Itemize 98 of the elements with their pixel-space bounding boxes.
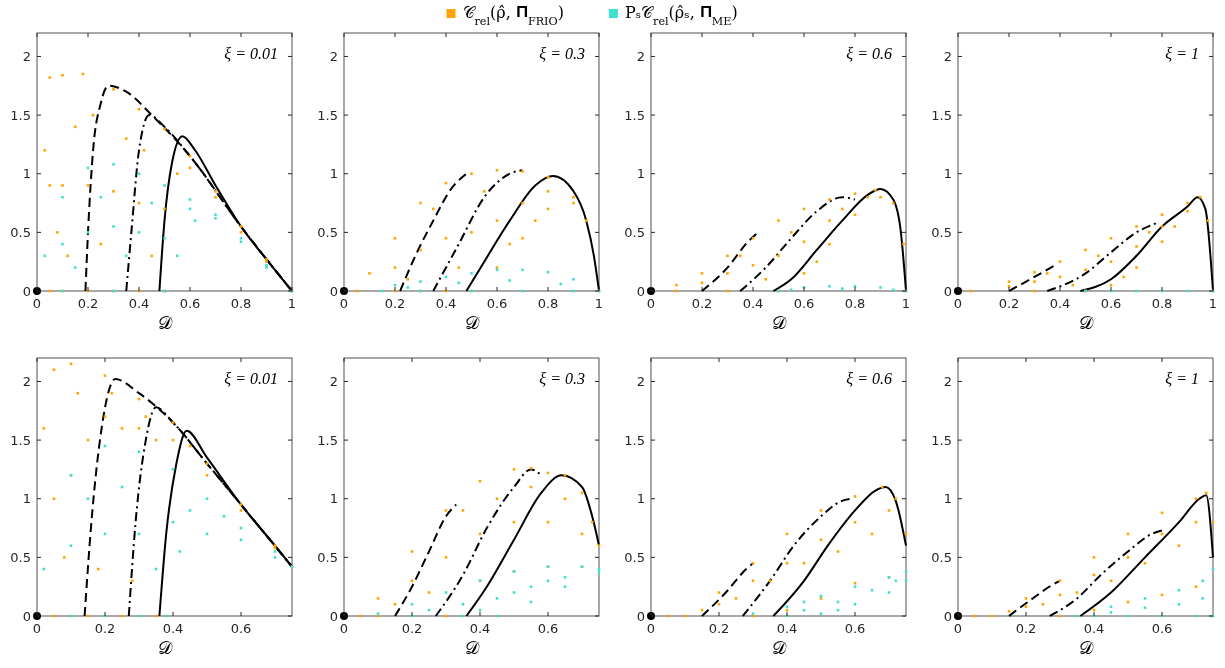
x-tick-label: 0 (32, 621, 42, 636)
x-tick-label: 0.4 (128, 296, 150, 311)
y-tick-label: 1 (943, 166, 952, 182)
x-axis-title: 𝒟 (771, 637, 787, 658)
y-tick-label: 0 (636, 608, 645, 624)
y-tick-label: 2 (329, 48, 338, 64)
annotation: ξ = 1 (1165, 370, 1199, 387)
y-tick-label: 0 (943, 608, 952, 624)
y-tick-label: 0.5 (931, 549, 952, 565)
x-axis-title: 𝒟 (464, 637, 480, 658)
y-tick-label: 2 (22, 48, 31, 64)
x-axis-title: 𝒟 (1078, 312, 1094, 333)
x-tick-label: 0 (339, 621, 349, 636)
x-tick-label: 1 (287, 296, 297, 311)
x-axis-title: 𝒟 (1078, 637, 1094, 658)
x-tick-label: 0.4 (435, 296, 457, 311)
y-tick-label: 1.5 (624, 432, 645, 448)
x-tick-label: 1 (901, 296, 911, 311)
y-tick-label: 0.5 (317, 224, 338, 240)
legend-label: Pₛ𝒞$_{rel}$(ρ̂ₛ, 𝚷$_{ME}$) (624, 3, 738, 28)
x-tick-label: 0.2 (384, 296, 406, 311)
y-tick-label: 2 (636, 48, 645, 64)
y-tick-label: 1 (636, 166, 645, 182)
annotation: ξ = 0.3 (539, 370, 585, 387)
x-tick-label: 0.2 (1015, 621, 1037, 636)
y-tick-label: 2 (943, 48, 952, 64)
x-tick-label: 0.6 (1151, 621, 1173, 636)
y-tick-label: 2 (329, 373, 338, 389)
x-tick-label: 0 (646, 621, 656, 636)
x-tick-label: 0.6 (793, 296, 815, 311)
y-tick-label: 1.5 (10, 107, 31, 123)
x-axis-title: 𝒟 (157, 637, 173, 658)
annotation: ξ = 0.6 (846, 45, 892, 62)
y-tick-label: 1.5 (931, 432, 952, 448)
x-tick-label: 0.2 (94, 621, 116, 636)
x-tick-label: 0 (32, 296, 42, 311)
y-tick-label: 1.5 (624, 107, 645, 123)
y-tick-label: 0.5 (317, 549, 338, 565)
annotation: ξ = 0.6 (846, 370, 892, 387)
y-tick-label: 1 (943, 491, 952, 507)
legend-label: 𝒞$_{rel}$(ρ̂, 𝚷$_{FRIO}$) (462, 3, 564, 28)
y-tick-label: 1.5 (931, 107, 952, 123)
y-tick-label: 0.5 (624, 224, 645, 240)
x-tick-label: 0.4 (162, 621, 184, 636)
y-tick-label: 2 (22, 373, 31, 389)
x-tick-label: 0 (339, 296, 349, 311)
x-tick-label: 0 (953, 296, 963, 311)
x-tick-label: 0 (646, 296, 656, 311)
y-tick-label: 1.5 (10, 432, 31, 448)
y-tick-label: 2 (943, 373, 952, 389)
y-tick-label: 1 (329, 491, 338, 507)
y-tick-label: 0.5 (10, 224, 31, 240)
y-tick-label: 1 (329, 166, 338, 182)
y-tick-label: 1 (636, 491, 645, 507)
x-axis-title: 𝒟 (771, 312, 787, 333)
x-axis-title: 𝒟 (157, 312, 173, 333)
y-tick-label: 1.5 (317, 432, 338, 448)
x-tick-label: 0.2 (691, 296, 713, 311)
x-tick-label: 0.6 (179, 296, 201, 311)
y-tick-label: 0.5 (10, 549, 31, 565)
x-tick-label: 0.4 (1083, 621, 1105, 636)
x-tick-label: 0.2 (998, 296, 1020, 311)
annotation: ξ = 0.01 (224, 370, 278, 387)
x-tick-label: 0.6 (486, 296, 508, 311)
x-tick-label: 0.6 (844, 621, 866, 636)
x-axis-title: 𝒟 (464, 312, 480, 333)
annotation: ξ = 0.01 (224, 45, 278, 62)
x-tick-label: 0.2 (401, 621, 423, 636)
x-tick-label: 0.2 (77, 296, 99, 311)
x-tick-label: 0.2 (708, 621, 730, 636)
y-tick-label: 0.5 (931, 224, 952, 240)
x-tick-label: 0.4 (1049, 296, 1071, 311)
y-tick-label: 0 (636, 283, 645, 299)
y-tick-label: 0 (943, 283, 952, 299)
x-tick-label: 0.8 (230, 296, 252, 311)
annotation: ξ = 0.3 (539, 45, 585, 62)
x-tick-label: 0.6 (230, 621, 252, 636)
y-tick-label: 1.5 (317, 107, 338, 123)
y-tick-label: 1 (22, 491, 31, 507)
x-tick-label: 1 (1208, 296, 1218, 311)
y-tick-label: 0.5 (624, 549, 645, 565)
annotation: ξ = 1 (1165, 45, 1199, 62)
y-tick-label: 0 (329, 283, 338, 299)
x-tick-label: 0.4 (776, 621, 798, 636)
x-tick-label: 1 (594, 296, 604, 311)
x-tick-label: 0.8 (537, 296, 559, 311)
x-tick-label: 0.8 (1151, 296, 1173, 311)
y-tick-label: 1 (22, 166, 31, 182)
x-tick-label: 0.8 (844, 296, 866, 311)
x-tick-label: 0.6 (537, 621, 559, 636)
y-tick-label: 0 (329, 608, 338, 624)
x-tick-label: 0.4 (742, 296, 764, 311)
y-tick-label: 0 (22, 283, 31, 299)
x-tick-label: 0.6 (1100, 296, 1122, 311)
y-tick-label: 0 (22, 608, 31, 624)
x-tick-label: 0 (953, 621, 963, 636)
x-tick-label: 0.4 (469, 621, 491, 636)
y-tick-label: 2 (636, 373, 645, 389)
